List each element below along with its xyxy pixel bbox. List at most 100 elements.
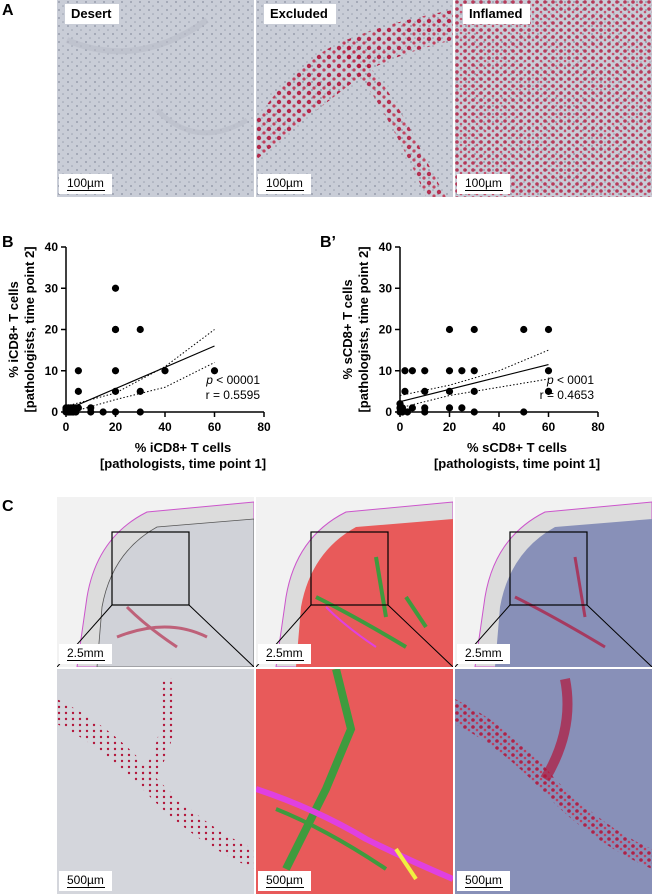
zoom-tile-2: 500µm [256, 669, 453, 894]
panel-letter: B’ [320, 234, 336, 251]
desert-scale: 100µm [59, 174, 112, 194]
data-point [470, 408, 478, 416]
data-point [408, 404, 416, 412]
inflamed-texture [455, 0, 652, 197]
regression-line [65, 345, 215, 411]
panel-c-letter: C [2, 498, 14, 515]
y-tick-label: 40 [45, 240, 59, 254]
zoom-tile-1: 500µm [57, 669, 254, 894]
x-axis-label-2: [pathologists, time point 1] [100, 456, 266, 471]
p-value-label: p < 00001 [205, 373, 260, 387]
data-point [544, 387, 553, 395]
data-point [421, 367, 429, 375]
data-point [544, 325, 553, 334]
y-tick-label: 0 [385, 405, 392, 419]
excluded-texture [256, 0, 453, 197]
inflamed-label: Inflamed [463, 4, 531, 24]
y-axis-label-2: [pathologists, time point 2] [22, 246, 37, 412]
data-point [544, 367, 553, 375]
data-point [445, 404, 454, 412]
data-point [74, 367, 82, 375]
data-point [445, 367, 454, 375]
excluded-scale: 100µm [258, 174, 311, 194]
data-point [136, 325, 144, 334]
desert-tile: Desert 100µm [57, 0, 254, 197]
x-axis-label: % iCD8+ T cells [135, 440, 231, 455]
data-point [111, 408, 120, 416]
x-tick-label: 20 [109, 420, 123, 434]
x-tick-label: 40 [492, 420, 506, 434]
zoom-scale-1: 500µm [59, 871, 112, 891]
data-point [111, 284, 120, 292]
y-axis-label-2: [pathologists, time point 2] [356, 246, 371, 412]
overview-scale-2: 2.5mm [258, 644, 311, 664]
data-point [87, 404, 95, 412]
x-tick-label: 20 [443, 420, 457, 434]
p-value-label: p < 0001 [546, 373, 594, 387]
zoom-scale-2: 500µm [258, 871, 311, 891]
data-point [520, 325, 528, 334]
x-tick-label: 60 [208, 420, 222, 434]
data-point [161, 367, 169, 375]
zoom-scale-3: 500µm [457, 871, 510, 891]
regression-line [399, 363, 549, 403]
data-point [398, 404, 407, 412]
r-value-label: r = 0.5595 [206, 388, 261, 402]
x-tick-label: 0 [63, 420, 70, 434]
y-tick-label: 20 [379, 323, 393, 337]
y-axis-label: % iCD8+ T cells [6, 281, 21, 377]
x-tick-label: 80 [591, 420, 605, 434]
y-tick-label: 30 [379, 281, 393, 295]
x-tick-label: 60 [542, 420, 556, 434]
y-tick-label: 20 [45, 323, 59, 337]
inflamed-tile: Inflamed 100µm [455, 0, 652, 197]
overview-scale-1: 2.5mm [59, 644, 112, 664]
data-point [136, 387, 144, 395]
panel-letter: B [2, 234, 14, 251]
data-point [403, 408, 412, 416]
desert-texture [57, 0, 254, 197]
y-axis-label: % sCD8+ T cells [340, 279, 355, 379]
panel-a-letter: A [2, 2, 14, 19]
data-point [111, 387, 120, 395]
x-axis-label: % sCD8+ T cells [467, 440, 567, 455]
data-point [458, 367, 466, 375]
y-tick-label: 0 [51, 405, 58, 419]
data-point [111, 325, 120, 334]
data-point [408, 367, 416, 375]
desert-label: Desert [65, 4, 120, 24]
data-point [74, 387, 82, 395]
x-tick-label: 0 [397, 420, 404, 434]
x-tick-label: 40 [158, 420, 172, 434]
data-point [401, 387, 409, 395]
overview-scale-3: 2.5mm [457, 644, 510, 664]
zoom-tile-3: 500µm [455, 669, 652, 894]
r-value-label: r = 0.4653 [540, 388, 595, 402]
data-point [421, 404, 429, 412]
data-point [470, 387, 478, 395]
data-point [74, 404, 82, 412]
data-point [520, 408, 528, 416]
data-point [111, 367, 120, 375]
overview-tile-1: 2.5mm [57, 497, 254, 667]
data-point [99, 408, 107, 416]
data-point [470, 325, 478, 334]
y-tick-label: 10 [45, 364, 59, 378]
x-tick-label: 80 [257, 420, 271, 434]
overview-tile-3: 2.5mm [455, 497, 652, 667]
data-point [136, 408, 144, 416]
excluded-label: Excluded [264, 4, 336, 24]
data-point [421, 387, 429, 395]
data-point [210, 367, 219, 375]
data-point [445, 387, 454, 395]
y-tick-label: 30 [45, 281, 59, 295]
data-point [401, 367, 409, 375]
ci-lower-line [399, 378, 549, 409]
data-point [458, 404, 466, 412]
data-point [445, 325, 454, 334]
y-tick-label: 10 [379, 364, 393, 378]
overview-tile-2: 2.5mm [256, 497, 453, 667]
y-tick-label: 40 [379, 240, 393, 254]
